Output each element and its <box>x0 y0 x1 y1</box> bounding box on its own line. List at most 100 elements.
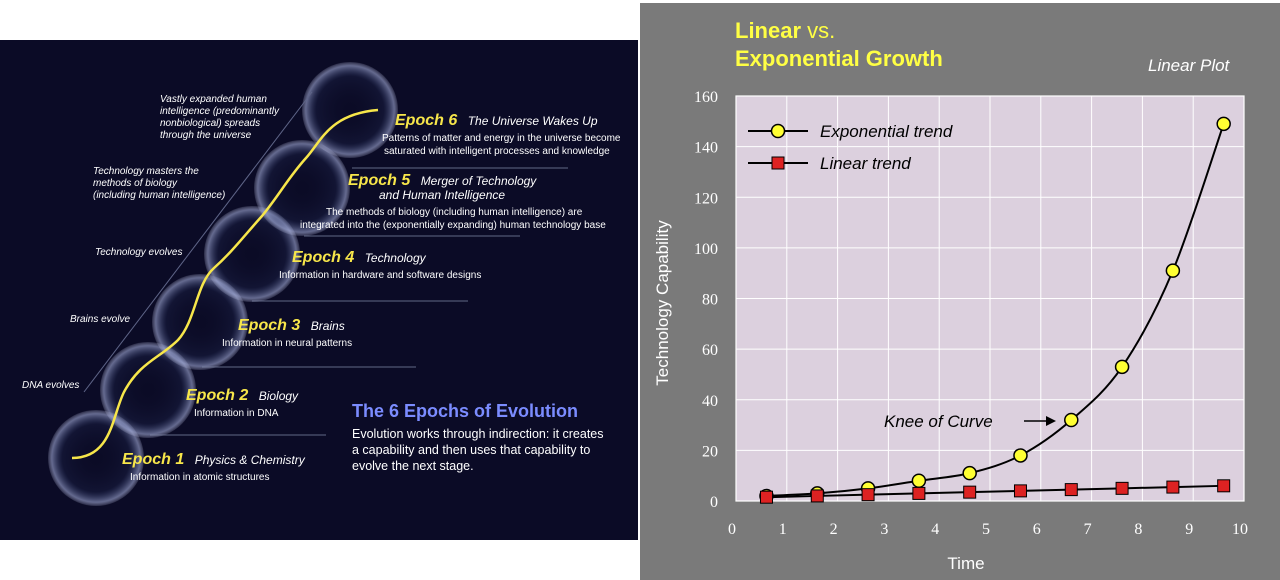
y-tick-label: 20 <box>702 443 718 460</box>
plot-type-label: Linear Plot <box>1148 56 1230 75</box>
epoch-timeline <box>83 91 313 393</box>
x-tick-label: 2 <box>830 521 838 538</box>
epoch-5-name: Merger of Technology <box>421 174 538 188</box>
series-line-linear <box>766 484 1224 499</box>
linear-point <box>1217 479 1231 493</box>
epoch-2-label: Epoch 2 <box>186 387 248 404</box>
epoch-5-label: Epoch 5 <box>348 172 411 189</box>
chart-title-vs: vs. <box>807 18 836 43</box>
y-tick-label: 40 <box>702 393 718 410</box>
knee-arrow-head <box>1046 416 1056 426</box>
epoch-bubble-2 <box>100 342 196 438</box>
epoch-bubble-5 <box>254 140 350 236</box>
y-axis-title: Technology Capability <box>653 220 672 386</box>
epoch-3-label: Epoch 3 <box>238 317 300 334</box>
linear-point <box>1064 483 1078 497</box>
epoch-6-desc-2: saturated with intelligent processes and… <box>384 146 610 157</box>
epoch-6-desc-1: Patterns of matter and energy in the uni… <box>382 133 621 144</box>
series-markers <box>759 116 1231 504</box>
epochs-diagram: DNA evolves Brains evolve Technology evo… <box>0 40 638 540</box>
epoch-bubble-1 <box>48 410 144 506</box>
epoch-4-name: Technology <box>365 251 427 265</box>
epoch-2-heading: Epoch 2 Biology <box>186 387 299 404</box>
chart-title-linear: Linear <box>735 18 802 43</box>
six-epochs-desc-3: evolve the next stage. <box>352 459 474 473</box>
epoch-1-name: Physics & Chemistry <box>195 453 306 467</box>
epoch-bubbles <box>48 62 398 506</box>
legend-linear-marker <box>771 156 785 170</box>
legend-exponential-label: Exponential trend <box>820 122 953 141</box>
x-tick-label: 8 <box>1134 521 1142 538</box>
x-axis-ticks: 0 1 2 3 4 5 6 7 8 9 10 <box>728 521 1248 538</box>
x-tick-label: 5 <box>982 521 990 538</box>
linear-point <box>1013 484 1027 498</box>
side-label-vast-intelligence: Vastly expanded human intelligence (pred… <box>160 94 282 141</box>
x-axis-title: Time <box>947 554 984 573</box>
evolution-curve <box>71 108 379 460</box>
epoch-1-desc: Information in atomic structures <box>130 472 270 483</box>
y-tick-label: 120 <box>694 190 718 207</box>
x-tick-label: 6 <box>1033 521 1041 538</box>
growth-chart-panel: Linear vs. Exponential Growth Linear Plo… <box>640 3 1280 580</box>
linear-point <box>1115 481 1129 495</box>
x-tick-label: 10 <box>1232 521 1248 538</box>
y-tick-label: 0 <box>710 494 718 511</box>
epoch-dividers <box>150 167 568 436</box>
chart-title-line-1: Linear vs. <box>735 17 835 45</box>
exponential-point <box>1216 116 1231 132</box>
legend-linear-label: Linear trend <box>820 154 911 173</box>
linear-point <box>861 488 875 502</box>
epoch-6-label: Epoch 6 <box>395 112 457 129</box>
y-axis-ticks: 0 20 40 60 80 100 120 140 160 <box>694 89 718 511</box>
x-tick-label: 0 <box>728 521 736 538</box>
epochs-diagram-canvas: DNA evolves Brains evolve Technology evo… <box>22 62 621 506</box>
epoch-4-desc: Information in hardware and software des… <box>279 270 481 281</box>
epoch-2-desc: Information in DNA <box>194 408 279 419</box>
epoch-5-desc-2: integrated into the (exponentially expan… <box>300 220 606 231</box>
epoch-6-name: The Universe Wakes Up <box>468 114 598 128</box>
exponential-point <box>911 473 927 488</box>
x-tick-label: 9 <box>1185 521 1193 538</box>
x-tick-label: 4 <box>931 521 939 538</box>
side-label-tech-masters: Technology masters the methods of biolog… <box>93 166 225 201</box>
side-label-dna: DNA evolves <box>22 380 79 391</box>
exponential-point <box>1114 359 1130 375</box>
epoch-2-name: Biology <box>259 389 299 403</box>
linear-point <box>810 489 824 503</box>
epoch-5-heading: Epoch 5 Merger of Technology <box>348 172 537 189</box>
exponential-point <box>962 465 977 481</box>
legend: Exponential trend Linear trend <box>748 122 953 173</box>
linear-point <box>1166 480 1180 494</box>
y-tick-label: 60 <box>702 342 718 359</box>
legend-exponential-marker <box>770 123 786 139</box>
epoch-3-desc: Information in neural patterns <box>222 338 352 349</box>
linear-point <box>759 490 773 504</box>
grid-lines <box>736 96 1244 501</box>
y-tick-label: 80 <box>702 292 718 309</box>
x-tick-label: 1 <box>779 521 787 538</box>
epoch-bubble-3 <box>152 274 248 370</box>
epoch-4-label: Epoch 4 <box>292 249 354 266</box>
epoch-5-desc-1: The methods of biology (including human … <box>326 207 583 218</box>
y-tick-label: 140 <box>694 140 718 157</box>
linear-point <box>912 486 926 500</box>
y-tick-label: 160 <box>694 89 718 106</box>
exponential-point <box>1013 448 1028 463</box>
x-tick-label: 7 <box>1084 521 1092 538</box>
epoch-6-heading: Epoch 6 The Universe Wakes Up <box>395 112 598 129</box>
epoch-bubble-4 <box>204 206 300 302</box>
epoch-5-name-2: and Human Intelligence <box>379 188 505 202</box>
epoch-3-name: Brains <box>311 319 345 333</box>
epoch-4-heading: Epoch 4 Technology <box>292 249 427 266</box>
y-tick-label: 100 <box>694 241 718 258</box>
six-epochs-title: The 6 Epochs of Evolution <box>352 401 578 421</box>
linear-point <box>963 485 977 499</box>
exponential-point <box>1165 263 1181 278</box>
side-label-technology: Technology evolves <box>95 247 182 258</box>
chart-title-line-2: Exponential Growth <box>735 46 943 71</box>
epoch-1-label: Epoch 1 <box>122 451 184 468</box>
exponential-point <box>1064 412 1079 428</box>
epoch-1-heading: Epoch 1 Physics & Chemistry <box>122 451 306 468</box>
six-epochs-desc-1: Evolution works through indirection: it … <box>352 427 604 441</box>
